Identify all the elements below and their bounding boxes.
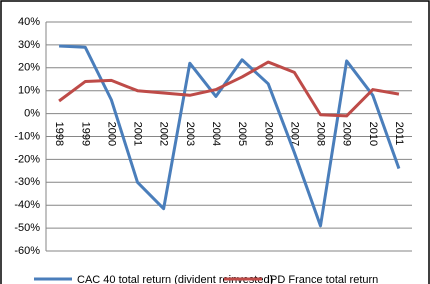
legend-label: CAC 40 total return (divident reinvested… xyxy=(77,274,273,284)
x-tick-label: 2006 xyxy=(262,122,274,146)
y-tick-label: 20% xyxy=(18,62,40,74)
x-tick-label: 1999 xyxy=(79,122,91,146)
x-tick-label: 2008 xyxy=(315,122,327,146)
series-line xyxy=(59,44,401,228)
x-tick-label: 2010 xyxy=(367,122,379,146)
y-tick-label: 10% xyxy=(18,85,40,97)
y-tick-label: -40% xyxy=(14,199,40,211)
x-tick-label: 2011 xyxy=(393,122,405,146)
legend-label: IPD France total return xyxy=(267,274,378,284)
x-tick-label: 1998 xyxy=(53,122,65,146)
x-tick-label: 2001 xyxy=(132,122,144,146)
y-tick-label: -30% xyxy=(14,176,40,188)
x-tick-label: 2003 xyxy=(184,122,196,146)
x-tick-label: 2005 xyxy=(236,122,248,146)
x-tick-label: 2002 xyxy=(158,122,170,146)
y-tick-label: -20% xyxy=(14,153,40,165)
x-tick-label: 2009 xyxy=(341,122,353,146)
y-tick-label: -10% xyxy=(14,130,40,142)
x-tick-label: 2007 xyxy=(288,122,300,146)
x-tick-label: 2000 xyxy=(105,122,117,146)
series-line xyxy=(58,60,400,118)
y-tick-label: -60% xyxy=(14,245,40,257)
y-tick-label: 30% xyxy=(18,39,40,51)
y-tick-label: 0% xyxy=(24,108,40,120)
y-tick-label: -50% xyxy=(14,222,40,234)
x-tick-label: 2004 xyxy=(210,122,222,146)
y-tick-label: 40% xyxy=(18,16,40,28)
